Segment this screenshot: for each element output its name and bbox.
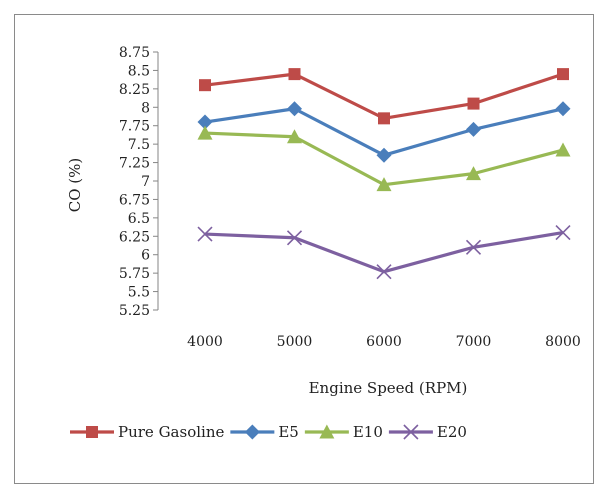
- triangle-marker: [197, 125, 213, 140]
- series-e20: [197, 225, 571, 280]
- square-marker: [288, 68, 301, 81]
- series-e5: [197, 101, 571, 163]
- chart-frame: [14, 14, 594, 484]
- diamond-marker: [555, 101, 571, 117]
- diamond-marker: [466, 121, 481, 137]
- y-tick-label: 7.5: [128, 137, 150, 153]
- y-tick-label: 8.5: [128, 63, 150, 79]
- legend-item-e20: E20: [388, 423, 467, 441]
- y-tick-label: 5.25: [119, 303, 150, 319]
- diamond-marker: [197, 114, 213, 130]
- legend-item-e10: E10: [304, 423, 383, 441]
- x-tick-label: 4000: [187, 334, 223, 350]
- diamond-marker: [287, 101, 302, 117]
- legend-item-e5: E5: [230, 423, 299, 441]
- series-pure-gasoline: [199, 68, 569, 125]
- x-axis-title: Engine Speed (RPM): [309, 379, 468, 397]
- square-marker: [467, 97, 480, 110]
- legend-label: E5: [278, 423, 299, 441]
- triangle-marker: [287, 129, 302, 144]
- legend-label: Pure Gasoline: [118, 423, 224, 441]
- y-tick-label: 8: [141, 100, 150, 116]
- y-tick-label: 6: [141, 248, 150, 264]
- series-line: [204, 231, 564, 274]
- y-tick-label: 7: [141, 174, 150, 190]
- y-tick-label: 7.25: [119, 156, 150, 172]
- triangle-marker: [555, 142, 571, 157]
- y-tick-label: 8.25: [119, 82, 150, 98]
- square-marker: [378, 112, 390, 125]
- x-tick-labels: 4000 5000 6000 7000 8000: [187, 334, 581, 350]
- x-marker: [197, 226, 213, 242]
- x-marker: [376, 264, 392, 280]
- legend: Pure Gasoline E5 E10 E20: [70, 423, 467, 441]
- legend-label: E20: [437, 423, 467, 441]
- y-tick-label: 5.5: [128, 285, 150, 301]
- x-tick-label: 7000: [456, 334, 492, 350]
- y-tick-label: 7.75: [119, 119, 150, 135]
- square-marker: [199, 79, 211, 92]
- series-line: [204, 72, 564, 120]
- x-marker: [555, 225, 571, 241]
- y-axis-title: CO (%): [66, 158, 84, 213]
- y-tick-label: 5.75: [119, 266, 150, 282]
- y-tick-label: 6.5: [128, 211, 150, 227]
- square-marker: [86, 426, 98, 438]
- triangle-marker: [376, 177, 392, 192]
- x-marker: [465, 239, 482, 255]
- y-tick-label: 6.25: [119, 229, 150, 245]
- series-lines: [197, 68, 571, 280]
- axes: [153, 51, 159, 311]
- diamond-marker: [376, 147, 392, 163]
- diamond-marker: [244, 424, 260, 440]
- y-tick-label: 6.75: [119, 192, 150, 208]
- x-marker: [403, 424, 419, 440]
- x-marker: [286, 230, 303, 246]
- x-tick-label: 5000: [277, 334, 313, 350]
- x-tick-label: 6000: [366, 334, 402, 350]
- x-tick-label: 8000: [545, 334, 581, 350]
- series-e10: [197, 125, 571, 192]
- y-tick-labels: 5.25 5.5 5.75 6 6.25 6.5 6.75 7 7.25 7.5 7.75 8 8.25…: [119, 45, 150, 319]
- legend-item-pure-gasoline: Pure Gasoline: [70, 423, 224, 441]
- triangle-marker: [319, 424, 335, 439]
- legend-label: E10: [353, 423, 383, 441]
- square-marker: [557, 68, 569, 81]
- triangle-marker: [466, 166, 481, 181]
- y-tick-label: 8.75: [119, 45, 150, 61]
